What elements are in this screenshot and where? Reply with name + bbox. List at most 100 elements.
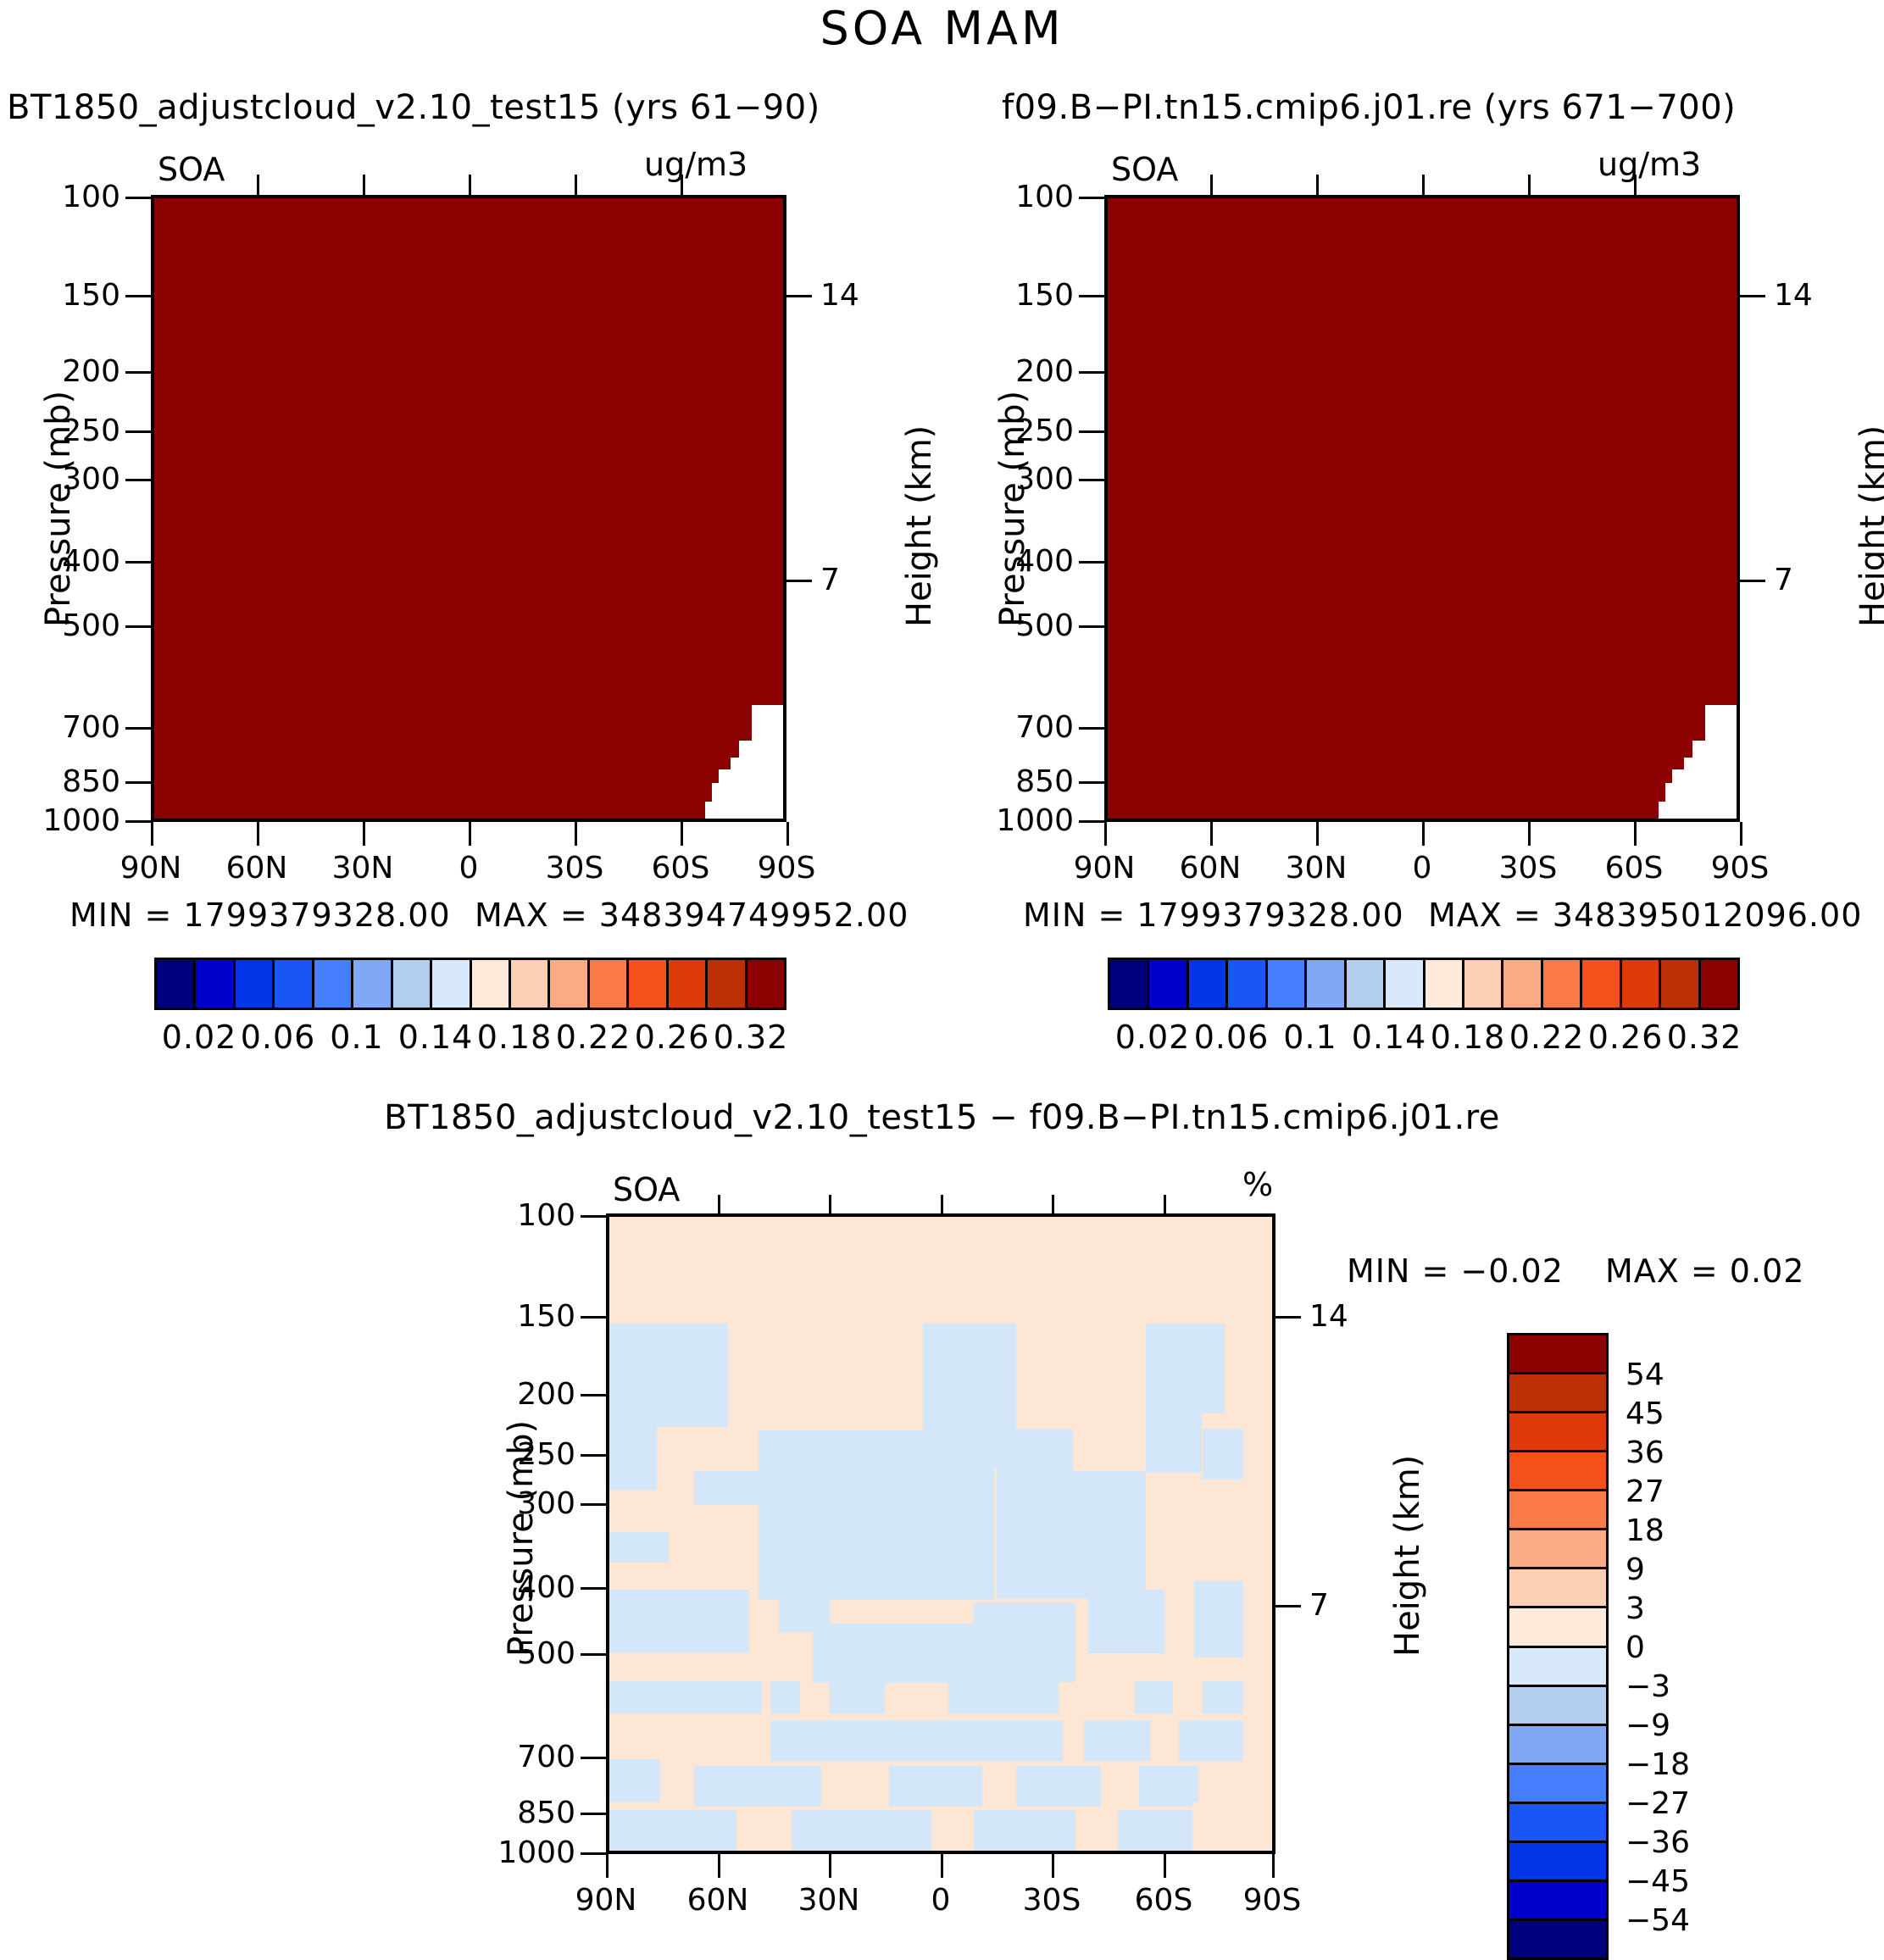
right-panel-var-label: SOA [1111,151,1179,188]
right-colorbar [1108,958,1740,1010]
diff-blue-region [974,1602,1075,1682]
ylabel-850: 850 [62,764,120,799]
diff-blue-region [889,1766,982,1807]
left-max-text: MAX = 348394749952.00 [475,897,909,934]
tick-top-3 [469,175,471,195]
left-field-main [154,198,783,705]
xlabel-90N: 90N [119,851,182,886]
colorbar-cell [1228,960,1268,1008]
colorbar-cell [392,960,433,1008]
colorbar-cell [1509,1452,1606,1492]
left-panel-unit-label: ug/m3 [644,146,748,183]
colorbar-cell [1509,1491,1606,1531]
diff-blue-region [997,1429,1073,1598]
tick-top-1 [257,175,259,195]
right-hlabel-7: 7 [1774,563,1793,597]
r-tick-bot-0 [1422,822,1425,846]
d-tick-1000 [581,1852,606,1855]
left-y-axis-title: Pressure (mb) [39,390,78,627]
r-ylabel-300: 300 [1015,462,1074,497]
xlabel-30N: 30N [331,851,394,886]
colorbar-cell [1503,960,1543,1008]
d-ylabel-150: 150 [517,1299,575,1334]
diff-blue-region [1203,1681,1243,1713]
tick-right-250 [1079,430,1104,433]
diff-colorbar-label-36: 36 [1626,1435,1664,1470]
colorbar-cell [589,960,630,1008]
d-tick-h14 [1275,1316,1301,1319]
diff-blue-region [1179,1720,1243,1761]
diff-contour-plot [606,1213,1275,1854]
d-tick-bot-0 [941,1854,943,1878]
d-tick-bot-60S [1164,1854,1166,1878]
diff-panel-title: BT1850_adjustcloud_v2.10_test15 − f09.B−… [384,1098,1500,1137]
left-field-band5 [154,783,712,802]
r-xlabel-60N: 60N [1179,851,1242,886]
left-panel-var-label: SOA [158,151,225,188]
diff-blue-region [1016,1766,1101,1807]
d-xlabel-90S: 90S [1242,1883,1302,1918]
tick-left-300 [125,479,151,481]
tick-left-700 [125,727,151,730]
diff-blue-region [770,1681,800,1713]
diff-blue-region [1203,1429,1243,1480]
right-contour-plot [1104,195,1740,822]
left-colorbar-label-4: 0.18 [476,1019,553,1056]
page-title: SOA MAM [820,2,1064,55]
d-tick-400 [581,1587,606,1590]
diff-min-text: MIN = −0.02 [1347,1252,1564,1290]
tick-right-150 [1079,295,1104,297]
d-tick-h7 [1275,1605,1301,1607]
colorbar-cell [708,960,747,1008]
r-xlabel-90N: 90N [1073,851,1136,886]
r-tick-top-3 [1422,175,1425,195]
left-colorbar-label-1: 0.06 [240,1019,316,1056]
diff-colorbar [1507,1333,1609,1960]
colorbar-cell [1509,1686,1606,1726]
r-tick-bot-90N [1104,822,1107,846]
colorbar-cell [1700,960,1737,1008]
diff-colorbar-label-n54: −54 [1626,1903,1690,1938]
d-tick-250 [581,1454,606,1457]
diff-colorbar-label-n45: −45 [1626,1864,1690,1899]
r-tick-top-4 [1528,175,1531,195]
diff-blue-region [609,1532,669,1563]
colorbar-cell [510,960,551,1008]
colorbar-cell [1509,1530,1606,1570]
r-tick-bot-60N [1210,822,1213,846]
tick-right-850 [1079,781,1104,784]
left-colorbar-label-7: 0.32 [713,1019,789,1056]
diff-colorbar-label-n27: −27 [1626,1786,1690,1821]
d-ylabel-100: 100 [517,1198,575,1233]
tick-right-100 [1079,197,1104,199]
tick-right-300 [1079,479,1104,481]
colorbar-cell [471,960,511,1008]
diff-blue-region [1084,1720,1150,1761]
right-max-text: MAX = 348395012096.00 [1428,897,1863,934]
right-y-axis-title: Pressure (mb) [993,390,1032,627]
xlabel-0: 0 [458,851,479,886]
tick-bot-60S [681,822,683,846]
d-xlabel-0: 0 [931,1883,951,1918]
colorbar-cell [1346,960,1387,1008]
r-ylabel-700: 700 [1015,710,1074,745]
left-field-band4 [154,769,719,783]
r-ylabel-150: 150 [1015,278,1074,313]
left-min-text: MIN = 1799379328.00 [69,897,451,934]
xlabel-90S: 90S [757,851,816,886]
r-xlabel-30S: 30S [1498,851,1558,886]
colorbar-cell [747,960,784,1008]
colorbar-cell [1509,1569,1606,1609]
diff-blue-region [948,1681,1059,1713]
right-colorbar-label-6: 0.26 [1587,1019,1664,1056]
tick-right-1000 [1079,820,1104,823]
diff-colorbar-label-54: 54 [1626,1358,1664,1392]
ylabel-500: 500 [62,608,120,643]
ylabel-250: 250 [62,414,120,448]
r-xlabel-60S: 60S [1604,851,1664,886]
left-colorbar-label-0: 0.02 [161,1019,237,1056]
left-colorbar [154,958,786,1010]
right-colorbar-label-0: 0.02 [1114,1019,1191,1056]
colorbar-cell [1509,1413,1606,1453]
diff-colorbar-label-9: 9 [1626,1552,1645,1587]
